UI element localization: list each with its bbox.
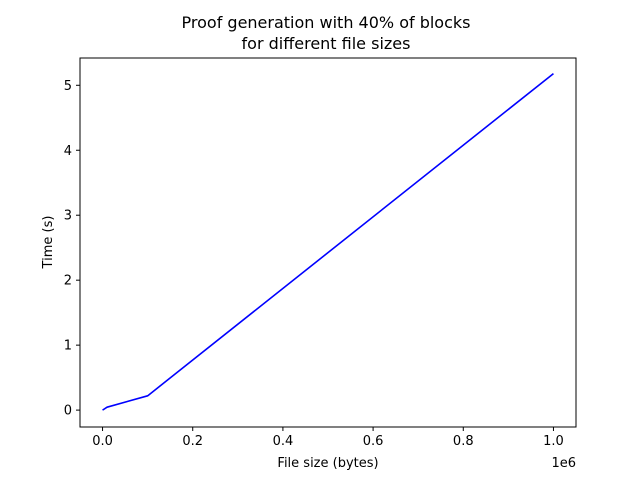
y-tick-label: 0 xyxy=(64,404,72,419)
y-tick-label: 5 xyxy=(64,79,72,94)
x-tick-label: 0.8 xyxy=(453,434,474,449)
chart-title-line-2: for different file sizes xyxy=(242,34,411,53)
chart-title-line-1: Proof generation with 40% of blocks xyxy=(182,13,471,32)
y-axis-ticks: 0 1 2 3 4 5 xyxy=(64,79,80,419)
y-tick-label: 1 xyxy=(64,339,72,354)
plot-frame xyxy=(79,57,577,428)
series-layer xyxy=(102,72,554,411)
y-tick-label: 3 xyxy=(64,209,72,224)
x-axis-label: File size (bytes) xyxy=(277,456,378,471)
x-axis-ticks: 0.0 0.2 0.4 0.6 0.8 1.0 xyxy=(92,427,564,449)
x-tick-label: 1.0 xyxy=(543,434,564,449)
x-tick-label: 0.6 xyxy=(363,434,384,449)
x-axis-offset-label: 1e6 xyxy=(551,456,576,471)
x-tick-label: 0.2 xyxy=(182,434,203,449)
y-axis-label: Time (s) xyxy=(41,216,56,270)
x-tick-label: 0.4 xyxy=(273,434,294,449)
y-tick-label: 2 xyxy=(64,274,72,289)
x-tick-label: 0.0 xyxy=(92,434,113,449)
y-tick-label: 4 xyxy=(64,144,72,159)
series-line-1 xyxy=(102,72,554,411)
